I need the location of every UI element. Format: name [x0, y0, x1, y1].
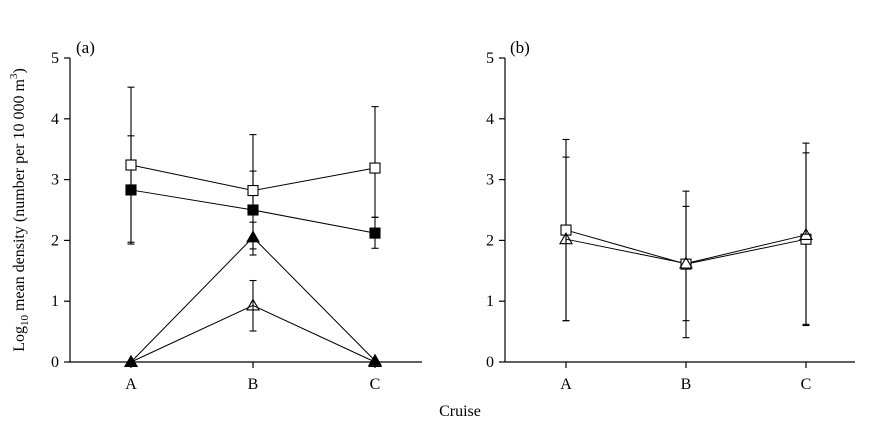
panel-a-x-tick-label: C	[370, 376, 381, 393]
panel-b-series-1-point	[679, 256, 693, 269]
panel-b-y-tick-label: 3	[486, 172, 494, 189]
y-axis-title: Log10 mean density (number per 10 000 m3…	[8, 68, 31, 352]
panel-b-x-tick-label: A	[560, 376, 572, 393]
panel-a-series-0-point	[125, 159, 137, 171]
panel-b-y-tick-label: 4	[486, 111, 494, 128]
panel-b-label: (b)	[510, 38, 530, 57]
panel-a-y-tick-label: 1	[51, 293, 59, 310]
panel-a-series-2-point	[368, 353, 382, 366]
panel-a-series-1-point	[369, 227, 381, 239]
panel-a-y-tick-label: 5	[51, 50, 59, 67]
panel-a-series-2-point	[246, 230, 260, 243]
panel-a-series-0-point	[247, 184, 259, 197]
panel-b-series-1-point	[799, 227, 813, 240]
panel-b-y-tick-label: 1	[486, 293, 494, 310]
panel-a-y-tick-label: 0	[51, 354, 59, 371]
panel-a-series-1-point	[125, 184, 137, 196]
panel-a: (a) 0 1 2 3 4 5 A B C	[51, 38, 422, 393]
panel-b-x-tick-label: B	[681, 376, 692, 393]
panel-a-y-tick-label: 3	[51, 172, 59, 189]
panel-a-y-tick-label: 4	[51, 111, 59, 128]
panel-a-series-0-point	[369, 162, 381, 174]
panel-a-y-tick-label: 2	[51, 232, 59, 249]
panel-b-series-1-point	[559, 232, 573, 245]
panel-b-x-tick-label: C	[801, 376, 812, 393]
panel-a-label: (a)	[76, 38, 95, 57]
panel-a-series-3-point	[124, 354, 138, 368]
panel-b-y-tick-label: 5	[486, 50, 494, 67]
x-axis-title: Cruise	[439, 403, 481, 420]
panel-b-y-tick-label: 2	[486, 232, 494, 249]
panel-a-x-tick-label: A	[125, 376, 137, 393]
panel-a-series-3-point	[368, 354, 382, 368]
panel-a-series-3-point	[246, 298, 260, 311]
panel-a-x-tick-label: B	[248, 376, 259, 393]
panel-a-series-1-point	[247, 204, 259, 216]
panel-b: (b) 0 1 2 3 4 5 A B C	[486, 38, 855, 393]
panel-b-series-0-point	[680, 258, 692, 270]
panel-b-series-0-point	[560, 224, 572, 236]
panel-b-y-tick-label: 0	[486, 354, 494, 371]
